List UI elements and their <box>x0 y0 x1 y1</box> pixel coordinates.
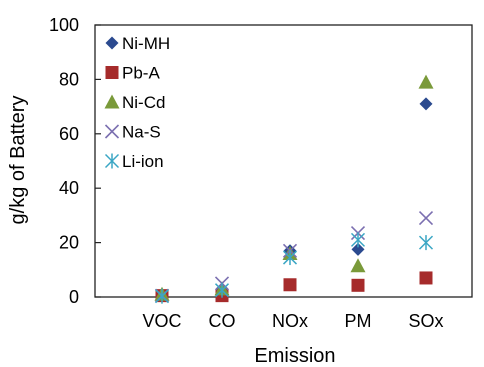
x-tick-label: SOx <box>408 311 443 331</box>
data-point-li-ion <box>418 235 434 251</box>
legend-label-pb-a: Pb-A <box>122 64 160 83</box>
legend-marker-li-ion <box>104 153 120 169</box>
plot-frame <box>94 24 473 298</box>
x-axis-title: Emission <box>254 345 335 367</box>
legend-marker-na-s <box>104 124 120 139</box>
legend-marker-ni-mh <box>105 36 119 50</box>
data-point-ni-cd <box>418 74 434 89</box>
data-point-pb-a <box>351 278 365 292</box>
data-point-ni-cd <box>350 258 366 273</box>
marker-stroke <box>104 124 120 139</box>
y-tick-label: 20 <box>59 233 79 253</box>
legend-marker-ni-cd <box>104 94 120 109</box>
data-point-ni-mh <box>351 242 365 256</box>
y-tick-label: 0 <box>69 287 79 307</box>
legend-label-ni-cd: Ni-Cd <box>122 93 165 112</box>
data-point-li-ion <box>350 232 366 248</box>
legend: Ni-MH Pb-A Ni-Cd Na-S Li-ion <box>104 34 170 171</box>
data-point-pb-a <box>419 271 433 285</box>
y-tick-label: 80 <box>59 69 79 89</box>
y-axis-title: g/kg of Battery <box>7 96 29 225</box>
legend-label-ni-mh: Ni-MH <box>122 34 170 53</box>
data-point-pb-a <box>283 278 297 292</box>
data-point-na-s <box>418 211 434 226</box>
data-point-li-ion <box>154 288 170 304</box>
legend-label-li-ion: Li-ion <box>122 152 164 171</box>
x-tick-label: NOx <box>272 311 308 331</box>
data-point-li-ion <box>282 250 298 266</box>
axes: 0 20 40 60 80 100 VOC CO NOx PM SOx <box>49 15 473 331</box>
legend-marker-pb-a <box>105 66 119 79</box>
data-point-li-ion <box>214 282 230 298</box>
marker-stroke <box>418 211 434 226</box>
y-tick-label: 40 <box>59 178 79 198</box>
x-tick-label: CO <box>209 311 236 331</box>
data-point-ni-mh <box>419 97 433 111</box>
x-tick-label: PM <box>345 311 372 331</box>
y-tick-label: 100 <box>49 15 79 35</box>
y-tick-label: 60 <box>59 124 79 144</box>
legend-label-na-s: Na-S <box>122 123 161 142</box>
x-tick-label: VOC <box>142 311 181 331</box>
data-points <box>154 74 434 304</box>
